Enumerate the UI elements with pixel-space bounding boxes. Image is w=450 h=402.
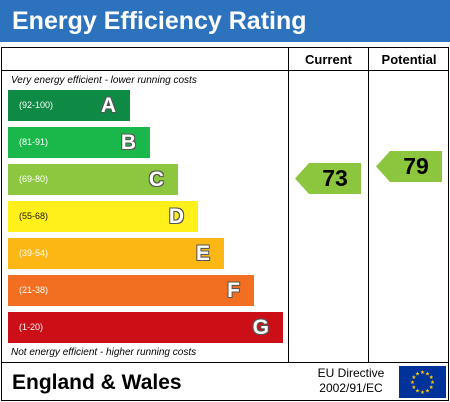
band-letter: B [120,131,136,154]
band-range-label: (81-91) [19,137,49,147]
flag-star-icon: ★ [420,370,425,376]
band-range-label: (55-68) [19,211,49,221]
band-e: (39-54) E [8,238,224,269]
band-g: (1-20) G [8,312,283,343]
band-letter: E [195,242,210,265]
band-range-label: (92-100) [19,100,54,110]
band-range-label: (1-20) [19,322,44,332]
band-d: (55-68) D [8,201,198,232]
flag-star-icon: ★ [429,385,434,391]
band-range-label: (39-54) [19,248,49,258]
band-letter: A [100,94,116,117]
region-label: England & Wales [12,371,182,394]
band-b: (81-91) B [8,127,150,158]
band-range-label: (21-38) [19,285,49,295]
header-divider [1,70,449,71]
rating-frame [1,47,449,401]
flag-star-icon: ★ [420,390,425,396]
band-letter: G [252,316,269,339]
band-c: (69-80) C [8,164,178,195]
current-rating-arrow: 73 [295,163,361,194]
flag-star-icon: ★ [425,389,430,395]
band-letter: C [148,168,164,191]
band-a: (92-100) A [8,90,130,121]
eu-flag-icon: ★ ★ ★ ★ ★ ★ ★ ★ ★ ★ ★ ★ [399,366,446,398]
flag-star-icon: ★ [430,380,435,386]
band-range-label: (69-80) [19,174,49,184]
flag-star-icon: ★ [411,375,416,381]
flag-star-icon: ★ [411,385,416,391]
band-letter: F [227,279,240,302]
potential-rating-value: 79 [403,153,429,179]
current-rating-value: 73 [322,165,348,191]
directive-line1: EU Directive [317,366,385,380]
footer-divider [1,362,449,363]
current-column-header: Current [305,52,352,67]
chart-title: Energy Efficiency Rating [0,0,450,42]
directive-line2: 2002/91/EC [319,381,383,395]
flag-star-icon: ★ [429,375,434,381]
band-f: (21-38) F [8,275,254,306]
potential-column-header: Potential [381,52,437,67]
flag-star-icon: ★ [415,389,420,395]
flag-star-icon: ★ [410,380,415,386]
flag-star-icon: ★ [415,371,420,377]
potential-rating-arrow: 79 [376,151,442,182]
band-letter: D [168,205,184,228]
top-note: Very energy efficient - lower running co… [11,75,197,86]
bottom-note: Not energy efficient - higher running co… [11,347,197,358]
column-divider-current [288,47,289,363]
column-divider-potential [368,47,369,363]
flag-star-icon: ★ [425,371,430,377]
eu-directive: EU Directive 2002/91/EC [310,366,392,396]
